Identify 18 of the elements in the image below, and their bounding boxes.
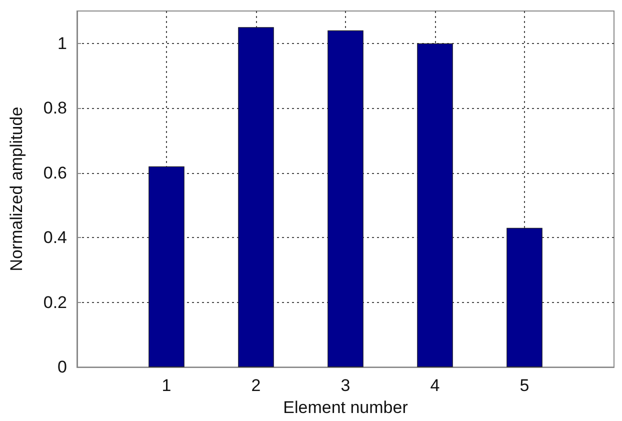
y-axis-title: Normalized amplitude — [7, 106, 26, 272]
bar — [148, 166, 184, 368]
y-tick-label: 0.2 — [43, 292, 67, 312]
y-tick-label: 0.6 — [43, 163, 67, 182]
y-tick-label: 0.4 — [43, 228, 67, 248]
x-tick-label: 2 — [251, 376, 261, 396]
x-tick-label: 3 — [340, 376, 350, 396]
y-tick-label: 1 — [58, 34, 67, 53]
x-tick-label: 1 — [162, 376, 172, 396]
bar — [506, 228, 542, 368]
x-axis-title: Element number — [283, 398, 408, 417]
x-tick-label: 4 — [430, 376, 440, 396]
bar — [417, 43, 453, 368]
bar — [238, 27, 274, 368]
y-tick-label: 0.8 — [43, 98, 67, 118]
y-tick-label: 0 — [58, 358, 67, 377]
x-tick-label: 5 — [520, 376, 530, 396]
bar — [328, 30, 364, 368]
